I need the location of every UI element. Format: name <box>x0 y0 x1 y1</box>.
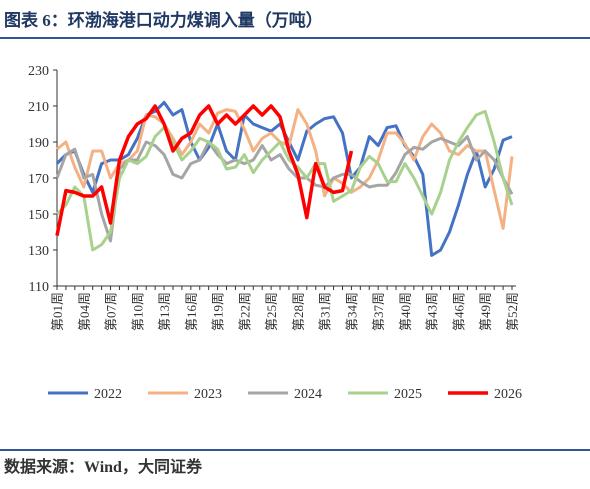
x-tick-label: 第07周 <box>104 292 119 331</box>
x-tick-label: 第25周 <box>264 292 279 331</box>
x-tick-label: 第28周 <box>291 292 306 331</box>
x-tick-label: 第13周 <box>157 292 172 331</box>
series-line <box>55 135 514 243</box>
x-tick-label: 第40周 <box>398 292 413 331</box>
y-tick-label: 130 <box>28 244 49 259</box>
x-tick-label: 第10周 <box>130 292 145 331</box>
y-tick-label: 230 <box>28 64 49 79</box>
source: 数据来源：Wind，大同证券 <box>4 457 203 476</box>
y-tick-label: 190 <box>28 136 49 151</box>
y-tick-label: 210 <box>28 100 49 115</box>
series-line <box>55 109 514 252</box>
legend-label: 2023 <box>194 387 222 402</box>
title: 图表 6：环渤海港口动力煤调入量（万吨） <box>4 10 323 30</box>
x-tick-label: 第37周 <box>371 292 386 331</box>
y-tick-label: 170 <box>28 172 49 187</box>
y-tick-label: 110 <box>29 280 49 295</box>
legend-label: 2026 <box>494 387 522 402</box>
x-tick-label: 第19周 <box>211 292 226 331</box>
legend-label: 2022 <box>94 387 122 402</box>
x-tick-label: 第49周 <box>478 292 493 331</box>
plot: 110 130 150 170 190 210 230 第01周 第04周 第07周 第10周 第13… <box>28 64 522 402</box>
x-tick-label: 第43周 <box>425 292 440 331</box>
x-tick-label: 第46周 <box>451 292 466 331</box>
series-line <box>56 108 514 230</box>
x-tick-label: 第31周 <box>318 292 333 331</box>
y-tick-label: 150 <box>28 208 49 223</box>
legend-label: 2024 <box>294 387 322 402</box>
x-tick-label: 第01周 <box>50 292 65 331</box>
x-tick-label: 第22周 <box>237 292 252 331</box>
series-line <box>55 104 354 236</box>
legend-label: 2025 <box>394 387 422 402</box>
x-tick-label: 第16周 <box>184 292 199 331</box>
x-tick-label: 第52周 <box>505 292 520 331</box>
x-tick-label: 第04周 <box>77 292 92 331</box>
x-tick-label: 第34周 <box>344 292 359 331</box>
